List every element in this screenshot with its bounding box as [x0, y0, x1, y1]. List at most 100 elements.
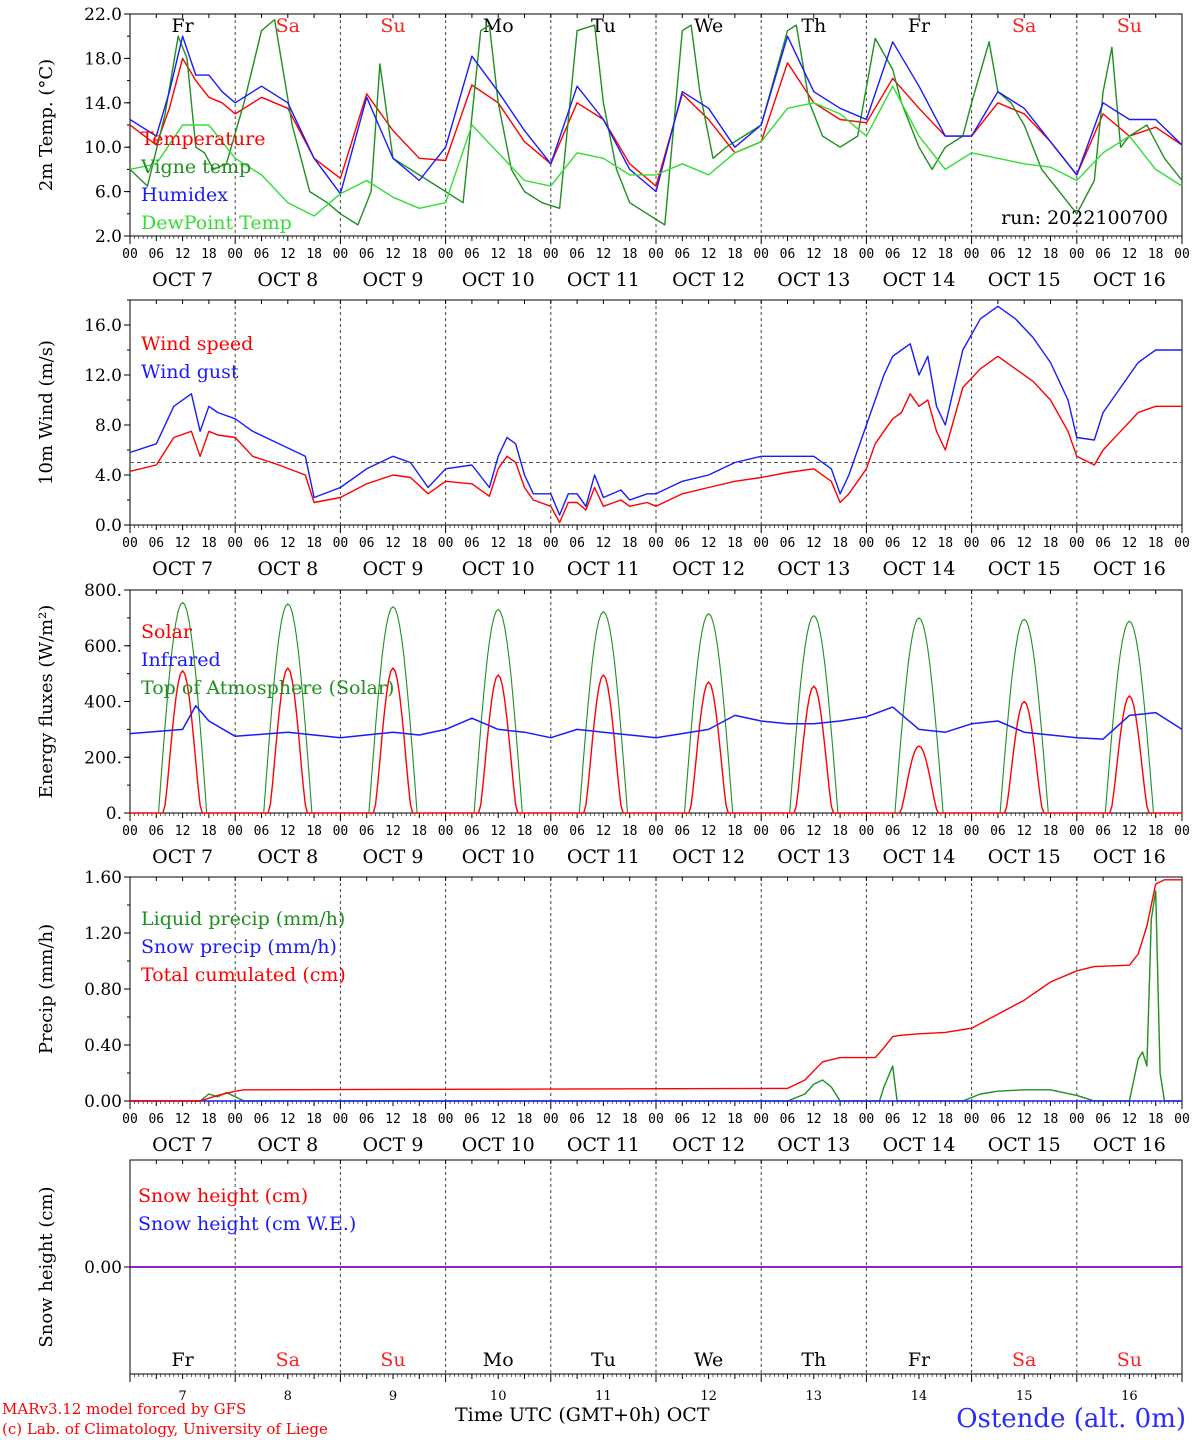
x-date-label: OCT 16: [1093, 1134, 1166, 1156]
x-axis-title: Time UTC (GMT+0h) OCT: [455, 1404, 710, 1426]
legend-entry: Infrared: [141, 649, 221, 671]
x-date-label: OCT 15: [988, 1134, 1061, 1156]
x-hour-label: 06: [464, 536, 480, 551]
x-hour-label: 06: [990, 536, 1006, 551]
x-hour-label: 18: [622, 536, 638, 551]
x-date-label: OCT 13: [777, 846, 850, 868]
x-date-label: OCT 11: [567, 846, 640, 868]
y-tick-label: 1.20: [84, 924, 122, 944]
x-hour-label: 12: [596, 824, 612, 839]
y-tick-label: 14.0: [84, 94, 122, 114]
weekday-label: Fr: [908, 15, 931, 37]
x-hour-label: 06: [464, 1112, 480, 1127]
x-hour-label: 12: [490, 1112, 506, 1127]
x-hour-label: 06: [1095, 247, 1111, 262]
x-hour-label: 06: [1095, 1112, 1111, 1127]
x-hour-label: 06: [569, 536, 585, 551]
x-day-number: 10: [490, 1389, 507, 1404]
x-hour-label: 12: [490, 247, 506, 262]
x-hour-label: 06: [885, 1112, 901, 1127]
x-day-number: 15: [1016, 1389, 1033, 1404]
x-hour-label: 00: [122, 536, 138, 551]
legend-entry: Vigne temp: [140, 156, 251, 178]
y-tick-label: 200.: [84, 748, 122, 768]
panel-2: 0.0 4.0 8.0 12.0 16.0 10m Wind (m/s) 00 06 12 18 0…: [36, 299, 1190, 580]
x-hour-label: 18: [1043, 536, 1059, 551]
x-hour-label: 00: [227, 1112, 243, 1127]
x-hour-label: 06: [780, 1112, 796, 1127]
x-hour-label: 06: [885, 247, 901, 262]
panel-4: 0.00 0.40 0.80 1.20 1.60 Precip (mm/h) 00 06 12 1…: [36, 868, 1190, 1156]
x-hour-label: 18: [201, 536, 217, 551]
x-hour-label: 18: [201, 824, 217, 839]
y-axis-label: Precip (mm/h): [36, 924, 57, 1054]
series-wind-speed: [129, 355, 1182, 524]
x-day-number: 7: [178, 1389, 186, 1404]
y-tick-label: 0.00: [84, 1092, 122, 1112]
x-hour-label: 12: [175, 536, 191, 551]
weekday-label: Th: [801, 15, 826, 37]
x-day-number: 13: [806, 1389, 823, 1404]
x-hour-label: 12: [175, 824, 191, 839]
x-hour-label: 12: [596, 247, 612, 262]
y-axis-label: Energy fluxes (W/m²): [36, 605, 57, 799]
x-date-label: OCT 13: [777, 1134, 850, 1156]
x-hour-label: 18: [411, 824, 427, 839]
weekday-label: Fr: [171, 1349, 194, 1371]
x-hour-label: 06: [359, 247, 375, 262]
y-tick-label: 16.0: [84, 316, 122, 336]
legend-entry: Solar: [141, 621, 193, 643]
x-date-label: OCT 14: [882, 269, 955, 291]
x-hour-label: 18: [727, 1112, 743, 1127]
x-hour-label: 12: [175, 247, 191, 262]
x-hour-label: 06: [254, 1112, 270, 1127]
x-hour-label: 12: [1122, 824, 1138, 839]
x-date-label: OCT 7: [152, 846, 213, 868]
x-hour-label: 18: [832, 536, 848, 551]
x-hour-label: 00: [543, 247, 559, 262]
weekday-label: Mo: [483, 1349, 514, 1371]
x-hour-label: 06: [148, 1112, 164, 1127]
x-hour-label: 00: [333, 824, 349, 839]
x-hour-label: 00: [648, 824, 664, 839]
x-date-label: OCT 16: [1093, 846, 1166, 868]
x-hour-label: 06: [464, 247, 480, 262]
x-hour-label: 06: [990, 247, 1006, 262]
y-tick-label: 12.0: [84, 366, 122, 386]
plot-frame: [129, 299, 1183, 526]
panel-3: 0. 200. 400. 600. 800. Energy fluxes (W/m²) 00…: [36, 581, 1190, 868]
x-date-label: OCT 7: [152, 1134, 213, 1156]
weekday-label: Tu: [591, 1349, 616, 1371]
weekday-label: Sa: [276, 1349, 300, 1371]
x-hour-label: 18: [937, 247, 953, 262]
x-hour-label: 18: [517, 1112, 533, 1127]
legend-entry: Wind gust: [141, 361, 239, 383]
x-hour-label: 00: [753, 824, 769, 839]
x-date-label: OCT 10: [462, 558, 535, 580]
x-hour-label: 12: [596, 1112, 612, 1127]
x-hour-label: 00: [859, 1112, 875, 1127]
x-hour-label: 00: [438, 1112, 454, 1127]
x-hour-label: 12: [701, 1112, 717, 1127]
x-hour-label: 18: [727, 247, 743, 262]
x-hour-label: 12: [385, 824, 401, 839]
legend-entry: Humidex: [141, 184, 228, 206]
y-tick-label: 0.0: [95, 516, 122, 536]
x-hour-label: 00: [543, 1112, 559, 1127]
x-hour-label: 06: [885, 536, 901, 551]
x-hour-label: 18: [306, 536, 322, 551]
x-hour-label: 06: [254, 247, 270, 262]
x-hour-label: 18: [622, 824, 638, 839]
x-day-number: 11: [595, 1389, 612, 1404]
weekday-label: Fr: [171, 15, 194, 37]
y-tick-label: 600.: [84, 637, 122, 657]
x-hour-label: 06: [674, 247, 690, 262]
legend-entry: Snow height (cm W.E.): [138, 1213, 356, 1235]
x-hour-label: 18: [306, 1112, 322, 1127]
weekday-label: Sa: [1012, 1349, 1036, 1371]
x-hour-label: 12: [806, 536, 822, 551]
series-infrared: [129, 704, 1183, 740]
lab-credit: (c) Lab. of Climatology, University of L…: [2, 1420, 328, 1438]
x-hour-label: 00: [859, 824, 875, 839]
